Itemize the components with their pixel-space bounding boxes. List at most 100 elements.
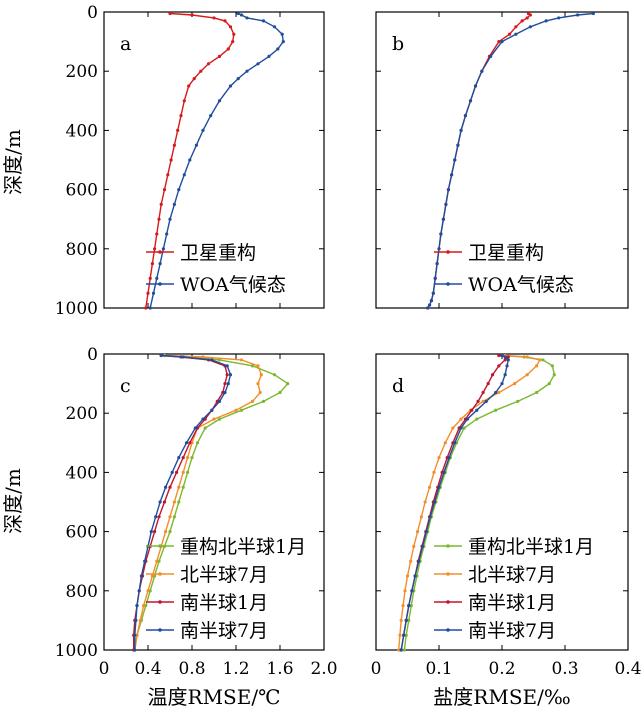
data-point xyxy=(226,47,230,51)
data-point xyxy=(402,633,406,637)
data-point xyxy=(443,441,447,445)
legend-marker xyxy=(446,544,450,548)
data-point xyxy=(278,390,282,395)
x-tick-label: 0.8 xyxy=(178,659,205,679)
x-tick-label: 0 xyxy=(99,659,110,679)
data-point xyxy=(500,40,504,44)
data-point xyxy=(172,202,176,206)
data-point xyxy=(164,530,168,534)
legend-marker xyxy=(158,250,162,254)
series-c-3 xyxy=(133,353,233,652)
data-point xyxy=(437,456,441,460)
data-point xyxy=(225,373,229,377)
data-point xyxy=(421,544,425,549)
data-point xyxy=(148,589,152,593)
data-point xyxy=(210,358,214,362)
data-point xyxy=(179,114,183,118)
data-point xyxy=(432,500,437,504)
data-point xyxy=(203,426,207,430)
data-point xyxy=(155,559,159,563)
data-point xyxy=(407,604,411,608)
data-point xyxy=(419,515,423,519)
data-point xyxy=(153,530,157,534)
data-point xyxy=(168,485,172,489)
series-b-1 xyxy=(426,11,595,310)
data-point xyxy=(535,390,539,395)
data-point xyxy=(497,364,501,368)
data-point xyxy=(177,500,181,504)
x-tick-label: 1.2 xyxy=(222,659,249,679)
data-point xyxy=(476,399,480,403)
data-point xyxy=(404,618,408,623)
legend-entry: 重构北半球1月 xyxy=(180,536,306,558)
data-point xyxy=(153,574,157,578)
data-point xyxy=(484,399,488,403)
data-point xyxy=(234,408,238,412)
data-point xyxy=(463,114,468,118)
data-point xyxy=(456,143,460,147)
data-point xyxy=(256,364,260,368)
data-point xyxy=(168,217,172,221)
data-point xyxy=(144,604,148,608)
legend-entry: WOA气候态 xyxy=(468,274,574,296)
data-point xyxy=(552,373,556,377)
data-point xyxy=(151,291,156,295)
data-point xyxy=(135,633,139,637)
data-point xyxy=(514,32,518,36)
series-b-0 xyxy=(426,11,532,310)
data-point xyxy=(146,589,150,593)
data-point xyxy=(398,633,402,637)
panel-label-a: a xyxy=(120,33,131,55)
data-point xyxy=(155,276,159,280)
legend-marker xyxy=(446,572,450,576)
y-tick-label: 800 xyxy=(66,582,98,602)
data-point xyxy=(162,500,167,504)
data-point xyxy=(165,232,169,236)
legend-entry: WOA气候态 xyxy=(180,274,286,296)
data-point xyxy=(437,247,441,251)
series-line xyxy=(403,354,556,651)
data-point xyxy=(250,399,255,403)
data-point xyxy=(245,16,249,20)
data-point xyxy=(221,390,225,395)
data-point xyxy=(261,399,266,403)
panel-frame-c xyxy=(103,353,325,651)
legend-a: 卫星重构 WOA气候态 xyxy=(146,242,286,296)
x-tick-label: 0.3 xyxy=(551,659,578,679)
data-point xyxy=(172,515,176,519)
data-point xyxy=(206,62,211,66)
data-point xyxy=(437,485,441,489)
data-point xyxy=(154,515,158,519)
data-point xyxy=(150,262,154,266)
x-axis-label-temp: 温度RMSE/℃ xyxy=(148,685,281,709)
y-tick-label: 400 xyxy=(66,463,98,483)
data-point xyxy=(450,173,454,177)
data-point xyxy=(433,276,437,280)
data-point xyxy=(142,604,146,608)
y-axis-label-top: 深度/m xyxy=(1,129,25,195)
x-tick-label: 0.1 xyxy=(425,659,452,679)
data-point xyxy=(399,618,403,623)
data-point xyxy=(212,16,216,20)
data-point xyxy=(138,618,142,623)
series-line xyxy=(145,12,235,309)
data-point xyxy=(153,247,157,251)
data-point xyxy=(217,358,222,362)
data-point xyxy=(182,173,186,177)
legend-entry: 重构北半球1月 xyxy=(468,536,594,558)
data-point xyxy=(506,355,510,359)
data-point xyxy=(459,426,463,430)
data-point xyxy=(401,604,405,608)
y-tick-label: 200 xyxy=(66,404,98,424)
data-point xyxy=(272,373,277,377)
data-point xyxy=(135,604,139,608)
legend-entry: 北半球7月 xyxy=(180,564,268,586)
data-point xyxy=(168,530,172,534)
legend-marker xyxy=(446,250,450,254)
data-point xyxy=(465,417,469,421)
data-point xyxy=(497,40,501,44)
data-point xyxy=(591,11,595,16)
data-point xyxy=(453,441,457,445)
data-point xyxy=(217,54,222,59)
